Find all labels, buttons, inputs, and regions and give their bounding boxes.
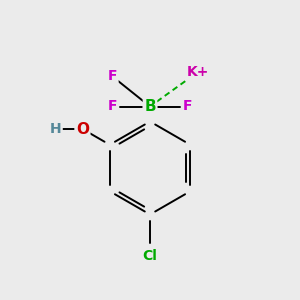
- Text: O: O: [76, 122, 89, 136]
- Text: H: H: [50, 122, 61, 136]
- Text: F: F: [108, 70, 117, 83]
- Text: F: F: [183, 100, 192, 113]
- Text: F: F: [108, 100, 117, 113]
- Text: K+: K+: [187, 65, 209, 79]
- Text: Cl: Cl: [142, 250, 158, 263]
- Text: B: B: [144, 99, 156, 114]
